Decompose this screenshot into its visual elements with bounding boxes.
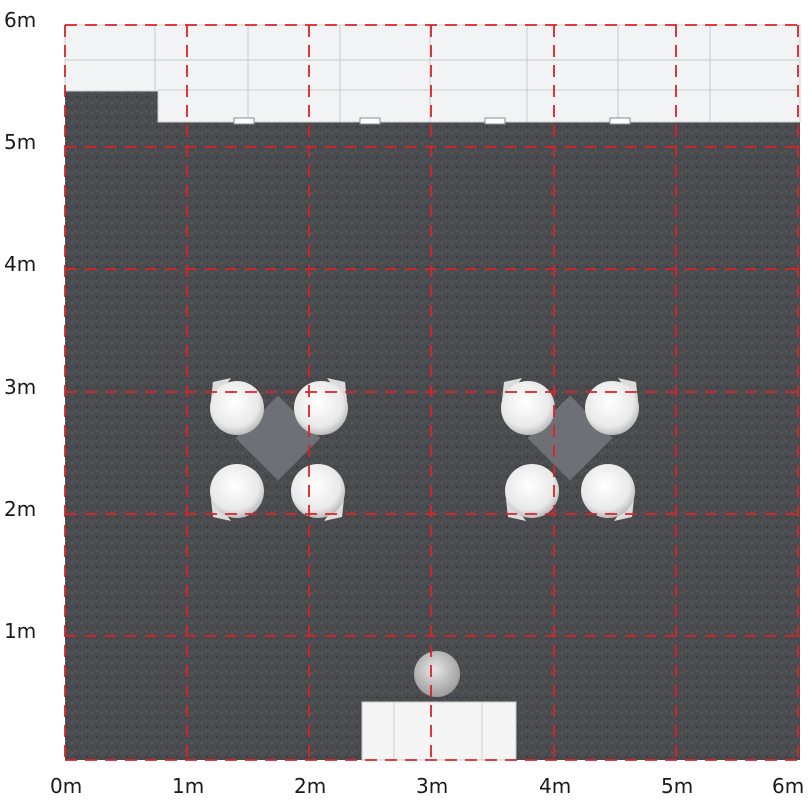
x-axis-label: 2m: [294, 774, 326, 798]
x-axis-label: 6m: [772, 774, 804, 798]
y-axis-label: 3m: [4, 375, 36, 399]
x-axis-label: 5m: [661, 774, 693, 798]
back-wall: [64, 24, 801, 125]
table-group-right: [501, 378, 639, 521]
wall-light: [609, 117, 631, 125]
measurement-grid: [64, 24, 799, 761]
chair: [210, 378, 264, 435]
y-axis-label: 2m: [4, 497, 36, 521]
chair: [291, 464, 345, 521]
y-axis-label: 5m: [4, 130, 36, 154]
y-axis-label: 6m: [4, 8, 36, 32]
wall-light: [359, 117, 381, 125]
chair: [294, 378, 348, 435]
table-group-left: [210, 378, 348, 521]
wall-light: [233, 117, 255, 125]
back-wall-bottom: [157, 89, 801, 123]
x-axis-labels: 0m 1m 2m 3m 4m 5m 6m: [50, 774, 804, 798]
chair: [581, 464, 635, 521]
wall-spotlights: [233, 117, 631, 125]
wall-light: [484, 117, 506, 125]
x-axis-label: 3m: [416, 774, 448, 798]
x-axis-label: 4m: [539, 774, 571, 798]
stool: [414, 651, 460, 697]
chair: [210, 464, 264, 521]
chair: [505, 464, 559, 521]
chair: [501, 378, 555, 435]
y-axis-label: 1m: [4, 619, 36, 643]
y-axis-label: 4m: [4, 252, 36, 276]
x-axis-label: 0m: [50, 774, 82, 798]
chair: [585, 378, 639, 435]
y-axis-labels: 6m 5m 4m 3m 2m 1m: [4, 8, 36, 643]
back-wall-top: [64, 24, 801, 92]
reception-counter: [361, 701, 517, 761]
x-axis-label: 1m: [172, 774, 204, 798]
